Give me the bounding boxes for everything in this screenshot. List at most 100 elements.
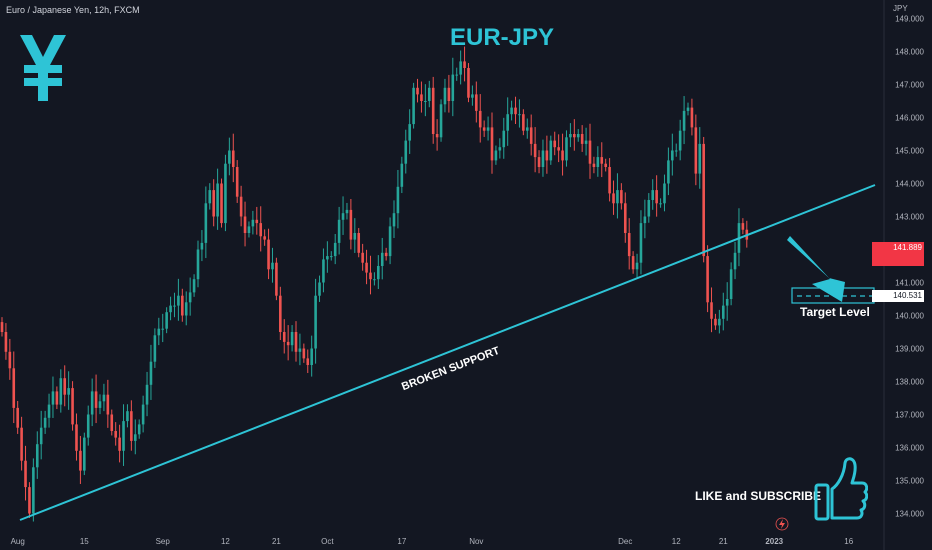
candle-body [694, 127, 698, 174]
candle-body [369, 272, 372, 280]
candle-body [518, 114, 521, 116]
candle-body [118, 437, 121, 451]
candle-body [137, 424, 141, 435]
time-tick-label: Dec [618, 537, 632, 546]
candle-body [333, 242, 337, 257]
candle-body [43, 417, 47, 428]
candle-body [463, 61, 466, 68]
thumbs-up-icon[interactable] [814, 455, 868, 521]
candle-body [427, 87, 431, 101]
price-tick-label: 137.000 [895, 411, 924, 420]
time-tick-label: Nov [469, 537, 483, 546]
price-tick-label: 145.000 [895, 147, 924, 156]
symbol-info[interactable]: Euro / Japanese Yen, 12h, FXCM [6, 5, 140, 15]
candle-body [396, 186, 400, 214]
price-tick-label: 136.000 [895, 444, 924, 453]
yen-icon [20, 35, 66, 101]
candle-body [349, 209, 353, 240]
candle-body [674, 150, 678, 152]
candle-body [224, 163, 227, 224]
target-price-badge: 140.531 [872, 290, 924, 302]
candle-body [239, 196, 243, 217]
time-tick-label: 21 [272, 537, 281, 546]
candle-body [294, 332, 298, 352]
price-tick-label: 146.000 [895, 114, 924, 123]
candle-body [208, 190, 212, 204]
candle-body [220, 183, 223, 224]
candle-body [192, 279, 196, 293]
candle-body [706, 256, 709, 303]
candle-body [494, 150, 498, 161]
candle-body [525, 127, 529, 131]
candle-body [533, 143, 537, 158]
candle-body [702, 143, 705, 257]
candle-body [647, 200, 651, 217]
candle-body [663, 183, 666, 204]
time-tick-label: 17 [397, 537, 406, 546]
candle-body [302, 348, 306, 359]
candles-layer [0, 46, 749, 522]
candle-body [377, 266, 380, 280]
candle-body [721, 305, 725, 319]
candle-body [718, 318, 721, 326]
candle-body [35, 444, 39, 468]
time-tick-label: 12 [672, 537, 681, 546]
candle-body [639, 223, 643, 263]
candle-body [682, 110, 686, 131]
candle-body [608, 167, 611, 194]
candle-body [173, 305, 176, 307]
candle-body [478, 110, 482, 128]
candle-body [306, 358, 310, 365]
candle-body [326, 256, 329, 260]
price-tick-label: 147.000 [895, 81, 924, 90]
candle-body [459, 61, 462, 75]
candle-body [443, 87, 447, 105]
candle-body [196, 249, 200, 280]
current-price-subbadge [872, 254, 924, 266]
lightning-icon[interactable] [775, 517, 789, 531]
candle-body [177, 295, 180, 306]
candle-body [204, 203, 208, 243]
candle-body [106, 394, 110, 415]
candle-body [380, 252, 384, 266]
price-axis[interactable]: 134.000 135.000 136.000 137.000 138.000 139.0… [895, 15, 924, 519]
candle-body [455, 74, 459, 76]
candle-body [365, 262, 368, 273]
candle-body [267, 239, 270, 270]
candle-body [447, 87, 451, 101]
candle-body [4, 332, 8, 352]
candle-body [345, 209, 349, 214]
candle-body [569, 134, 572, 138]
candle-body [86, 414, 90, 438]
candle-body [51, 391, 55, 405]
candle-body [247, 226, 251, 233]
candle-body [279, 295, 282, 332]
candle-body [667, 160, 670, 184]
time-tick-label: Oct [321, 537, 334, 546]
candle-body [565, 137, 568, 161]
candle-body [161, 328, 165, 330]
broken-support-line[interactable] [19, 184, 876, 521]
candle-body [0, 322, 4, 332]
candle-body [271, 262, 274, 270]
candle-body [604, 163, 607, 167]
candle-body [529, 127, 533, 144]
candle-body [451, 74, 455, 101]
price-tick-label: 141.000 [895, 279, 924, 288]
price-tick-label: 140.000 [895, 312, 924, 321]
candle-body [612, 193, 615, 204]
candle-body [63, 378, 67, 395]
candle-body [24, 460, 27, 488]
time-axis[interactable]: Aug 15 Sep 12 21 Oct 17 Nov Dec 12 21 2023 16 [11, 537, 854, 546]
candle-body [620, 190, 623, 204]
candle-body [361, 252, 364, 263]
candle-body [102, 394, 106, 402]
candle-body [416, 87, 419, 95]
candle-body [623, 203, 627, 233]
time-tick-label: 15 [80, 537, 89, 546]
candle-body [235, 167, 239, 197]
price-tick-label: 138.000 [895, 378, 924, 387]
candle-body [498, 147, 502, 151]
